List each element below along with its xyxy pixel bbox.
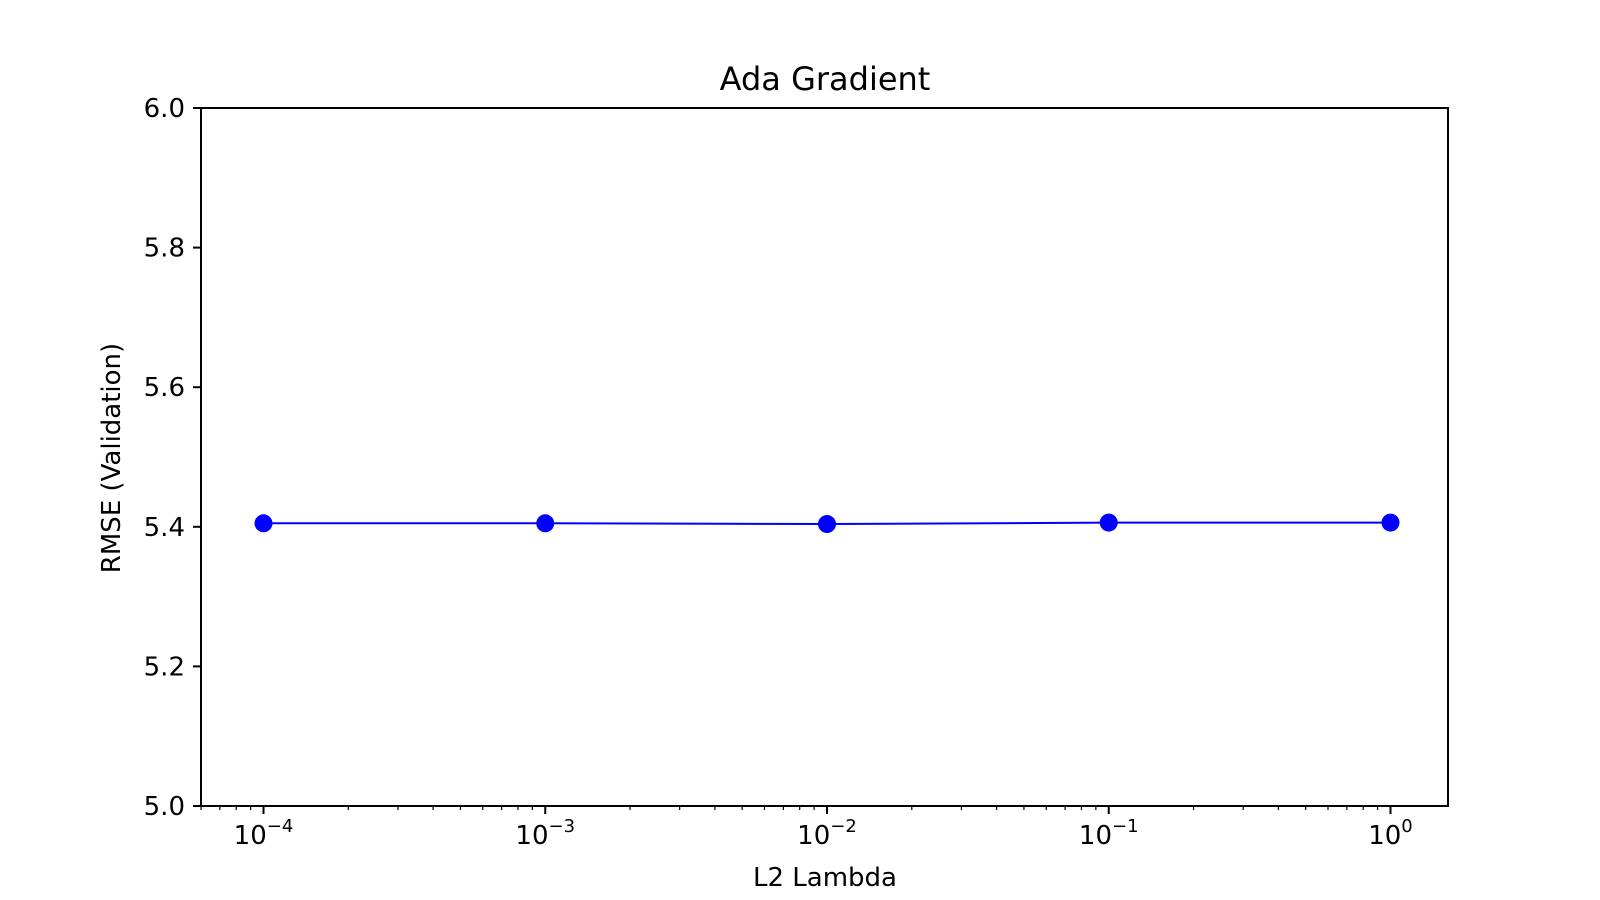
plot-frame — [200, 107, 1449, 807]
x-axis-label: L2 Lambda — [753, 863, 897, 893]
data-point — [1099, 513, 1118, 532]
y-tick-label: 5.4 — [144, 513, 185, 543]
y-tick-label: 5.2 — [144, 652, 185, 682]
x-tick-label-base: 10 — [1079, 821, 1112, 851]
x-tick-label: 10−1 — [1079, 816, 1139, 851]
x-tick-label: 10−3 — [515, 816, 575, 851]
ticks-layer: 5.05.25.45.65.86.010−4 10−3 10−2 10−1 100 — [144, 94, 1413, 851]
data-point — [1381, 513, 1400, 532]
y-tick-label: 5.0 — [144, 792, 185, 822]
x-tick-label-base: 10 — [797, 821, 830, 851]
x-tick-label-base: 10 — [1368, 821, 1401, 851]
series-layer — [254, 513, 1400, 534]
x-tick-label-base: 10 — [515, 821, 548, 851]
y-tick-label: 6.0 — [144, 94, 185, 124]
x-tick-label-exponent: 0 — [1401, 816, 1412, 837]
x-tick-label-exponent: −3 — [549, 816, 576, 837]
y-tick-label: 5.8 — [144, 234, 185, 264]
y-axis-label: RMSE (Validation) — [97, 343, 127, 573]
data-point — [254, 514, 273, 533]
x-tick-label-exponent: −1 — [1112, 816, 1139, 837]
data-point — [536, 514, 555, 533]
chart-title: Ada Gradient — [720, 60, 931, 98]
x-tick-label: 10−2 — [797, 816, 857, 851]
x-tick-label-exponent: −4 — [267, 816, 294, 837]
y-tick-label: 5.6 — [144, 373, 185, 403]
x-tick-label: 10−4 — [234, 816, 294, 851]
x-tick-label: 100 — [1368, 816, 1413, 851]
x-tick-label-exponent: −2 — [830, 816, 857, 837]
data-point — [817, 515, 836, 534]
x-tick-label-base: 10 — [234, 821, 267, 851]
